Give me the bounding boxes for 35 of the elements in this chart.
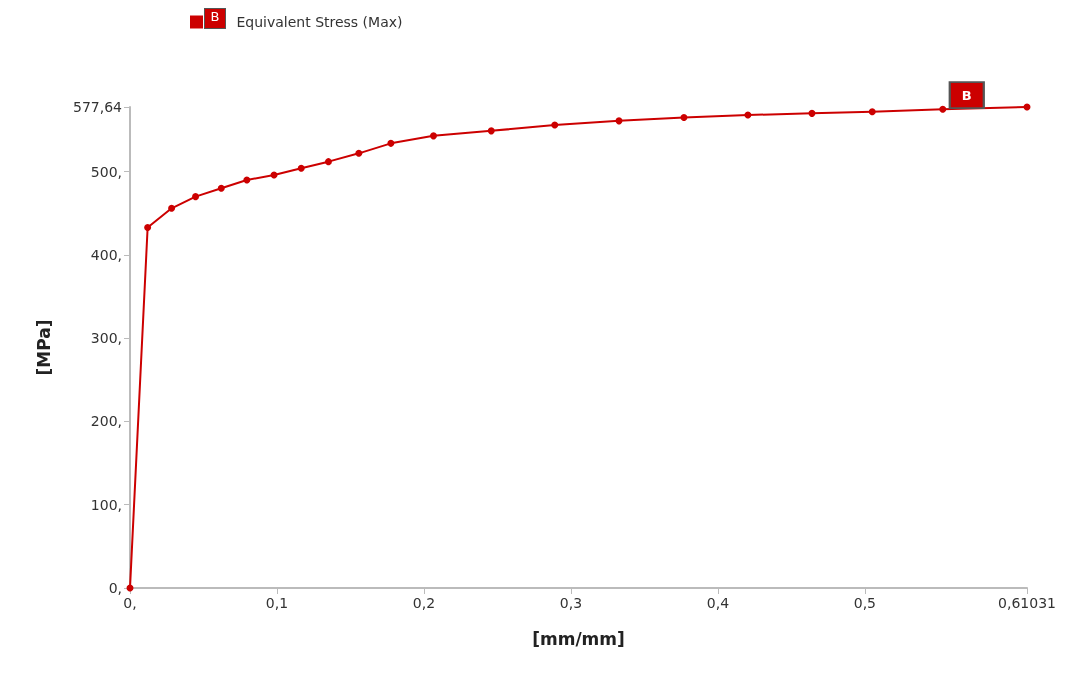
y-tick-label: 500, — [90, 163, 122, 180]
y-tick-label: 0, — [108, 580, 122, 596]
x-axis-title: [mm/mm] — [532, 628, 625, 649]
y-tick-label: 400, — [90, 246, 122, 263]
x-tick-label: 0,2 — [412, 595, 436, 611]
y-tick-label: 200, — [90, 413, 122, 430]
x-tick-label: 0,4 — [706, 595, 730, 611]
point — [551, 121, 559, 129]
point — [355, 149, 363, 157]
point — [939, 105, 947, 113]
point — [168, 204, 176, 212]
point — [868, 108, 876, 116]
legend-label: Equivalent Stress (Max) — [232, 14, 403, 30]
y-tick-label: 300, — [90, 330, 122, 347]
point — [487, 127, 495, 135]
point — [808, 109, 816, 117]
point — [144, 223, 152, 231]
point — [192, 193, 200, 201]
annotation: B — [961, 87, 972, 103]
x-tick-label: 0,1 — [265, 595, 289, 611]
point — [387, 139, 395, 147]
point — [430, 132, 437, 140]
y-tick-label: 100, — [90, 496, 122, 513]
x-tick-label: 0,5 — [853, 595, 877, 611]
point — [297, 164, 305, 172]
x-tick-label: 0,61031 — [998, 595, 1056, 611]
x-tick-label: 0,3 — [559, 595, 583, 611]
y-tick-label: 577,64 — [73, 99, 123, 115]
x-tick-label: 0, — [123, 595, 137, 611]
probe-label: B — [204, 8, 226, 29]
point — [243, 176, 251, 184]
point — [680, 114, 688, 122]
y-axis-title: [MPa] — [33, 319, 54, 376]
point — [324, 158, 332, 166]
point — [217, 184, 225, 192]
